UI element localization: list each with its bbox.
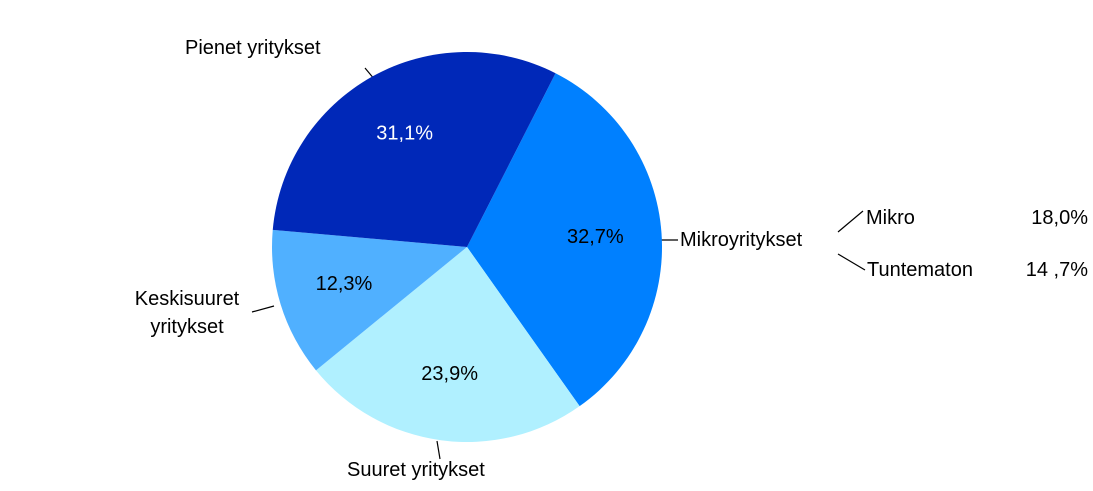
slice-value-label: 32,7% xyxy=(567,226,624,248)
pie-slice xyxy=(272,52,556,248)
pie-slice xyxy=(467,73,662,407)
breakdown-value: 18,0% xyxy=(1031,207,1088,229)
slice-label: Mikroyritykset xyxy=(680,229,803,251)
leader-line xyxy=(436,440,441,460)
leader-line xyxy=(837,210,864,233)
pie-slice xyxy=(272,229,467,371)
leader-line xyxy=(251,305,275,313)
slice-label: Pienet yritykset xyxy=(185,37,321,59)
breakdown-value: 14 ,7% xyxy=(1025,259,1088,281)
pie-slice xyxy=(315,247,580,442)
leader-line xyxy=(837,253,866,271)
breakdown-label: Mikro xyxy=(866,207,915,229)
slice-value-label: 31,1% xyxy=(376,123,433,145)
slice-label: Keskisuuret yritykset xyxy=(134,288,240,338)
slice-value-label: 23,9% xyxy=(421,363,478,385)
breakdown-label: Tuntematon xyxy=(867,259,973,281)
slice-value-label: 12,3% xyxy=(316,273,373,295)
slice-label: Suuret yritykset xyxy=(347,459,485,481)
